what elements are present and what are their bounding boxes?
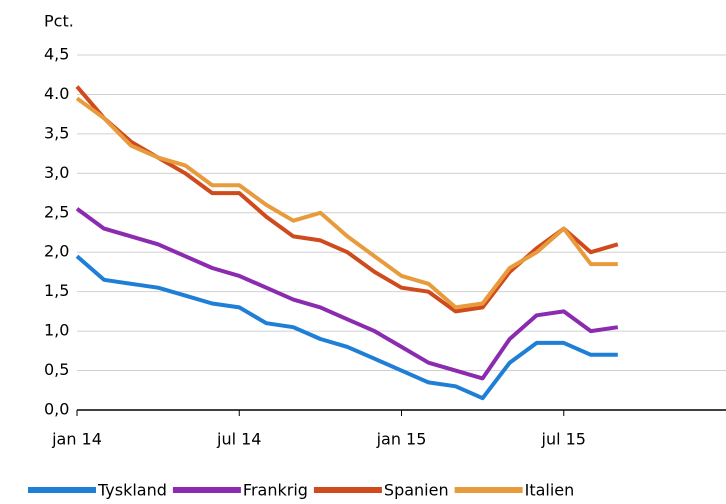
y-tick-label: 2,0 bbox=[44, 242, 69, 261]
y-tick-label: 1,5 bbox=[44, 281, 69, 300]
y-tick-label: 1,0 bbox=[44, 321, 69, 340]
y-tick-label: 4,5 bbox=[44, 45, 69, 64]
y-tick-label: 0,5 bbox=[44, 360, 69, 379]
x-tick-label: jul 15 bbox=[541, 430, 586, 449]
series-line bbox=[75, 207, 619, 381]
x-tick-label: jan 15 bbox=[376, 430, 427, 449]
y-tick-label: 3,0 bbox=[44, 163, 69, 182]
y-tick-label: 0,0 bbox=[44, 400, 69, 419]
series-line bbox=[75, 96, 618, 310]
legend-label: Frankrig bbox=[243, 481, 308, 500]
series-line bbox=[75, 85, 619, 314]
y-axis-label: Pct. bbox=[44, 12, 74, 31]
y-tick-label: 2,5 bbox=[44, 202, 69, 221]
x-tick-label: jan 14 bbox=[51, 430, 102, 449]
x-tick-label: jul 14 bbox=[216, 430, 261, 449]
y-tick-label: 4.0 bbox=[44, 84, 69, 103]
legend-label: Spanien bbox=[384, 481, 449, 500]
series-line bbox=[75, 254, 618, 401]
y-tick-label: 3,5 bbox=[44, 123, 69, 142]
legend-label: Tyskland bbox=[97, 481, 167, 500]
legend-label: Italien bbox=[525, 481, 575, 500]
